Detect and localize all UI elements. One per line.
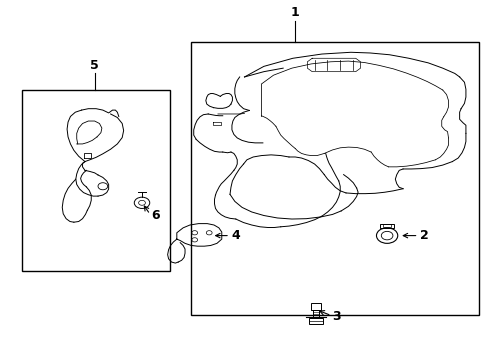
- Text: 2: 2: [419, 229, 427, 242]
- Text: 4: 4: [230, 229, 239, 242]
- Text: 6: 6: [151, 209, 160, 222]
- Bar: [310, 303, 321, 310]
- Bar: [22, 90, 169, 271]
- Text: 3: 3: [332, 310, 341, 323]
- Bar: [191, 42, 478, 315]
- Bar: [312, 310, 319, 318]
- Text: 5: 5: [90, 59, 99, 72]
- Bar: [380, 224, 393, 228]
- Bar: [383, 224, 390, 227]
- Bar: [308, 318, 322, 324]
- Text: 1: 1: [290, 6, 299, 19]
